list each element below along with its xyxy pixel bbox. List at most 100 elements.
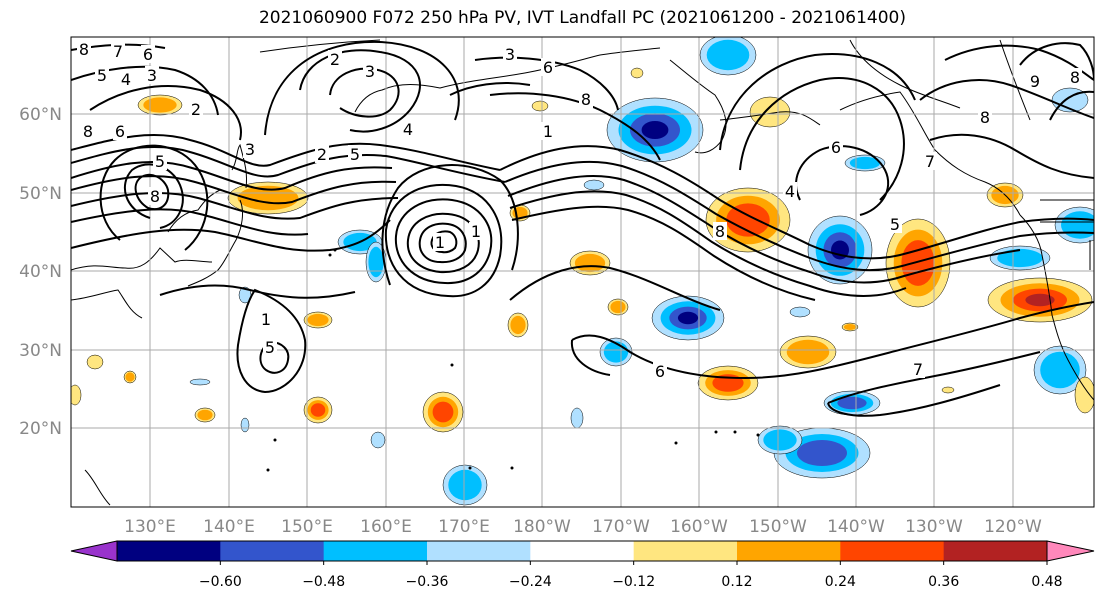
y-tick-label: 60°N xyxy=(19,105,62,125)
anomaly-blob xyxy=(86,354,104,370)
contour-label-bg xyxy=(243,140,257,158)
contour-label-bg xyxy=(263,338,277,356)
x-tick-label: 130°W xyxy=(905,517,963,537)
contour-label-bg xyxy=(95,66,109,84)
colorbar-extend-max xyxy=(1046,540,1095,562)
colorbar-tick-label: −0.60 xyxy=(199,574,242,590)
pv-contour xyxy=(509,190,907,298)
colorbar-tick-label: −0.24 xyxy=(509,574,552,590)
contour-label-bg xyxy=(148,187,162,205)
anomaly-blob xyxy=(706,39,750,71)
pv-contour xyxy=(134,173,170,210)
contour-label-bg xyxy=(153,152,167,170)
pv-contour xyxy=(406,212,480,274)
contour-label-bg xyxy=(145,66,159,84)
x-tick-label: 150°W xyxy=(749,517,807,537)
anomaly-blob xyxy=(432,401,454,423)
island xyxy=(328,253,332,257)
y-tick-label: 50°N xyxy=(19,184,62,204)
colorbar-tick-label: 0.48 xyxy=(1031,574,1062,590)
pv-contour xyxy=(381,164,519,286)
anomaly-blob xyxy=(630,67,644,79)
colorbar-bin xyxy=(323,541,428,561)
colorbar-bin xyxy=(427,541,531,561)
anomaly-blob xyxy=(583,179,605,191)
island xyxy=(756,433,760,437)
pv-contour xyxy=(430,230,458,254)
pv-contour xyxy=(929,133,1094,179)
pv-contour xyxy=(827,351,1041,404)
pv-contour xyxy=(264,40,460,136)
contour-label-bg xyxy=(503,45,517,63)
anomaly-blob xyxy=(310,403,326,417)
contour-label-bg xyxy=(141,45,155,63)
anomaly-blob xyxy=(510,315,526,335)
x-tick-label: 140°W xyxy=(827,517,885,537)
colorbar-tick-label: 0.24 xyxy=(825,574,856,590)
contour-label: 1 xyxy=(435,233,445,252)
island xyxy=(674,441,678,445)
anomaly-blob xyxy=(1025,293,1055,307)
pv-contour xyxy=(384,183,503,298)
anomaly-blob xyxy=(531,100,549,112)
pv-contour xyxy=(499,145,1094,260)
contour-label-bg xyxy=(77,40,91,58)
anomaly-blob xyxy=(837,396,867,410)
x-tick-label: 180°W xyxy=(513,517,571,537)
contour-label-bg xyxy=(259,310,273,328)
pv-contour xyxy=(511,205,816,301)
contour-label: 4 xyxy=(785,182,795,201)
anomaly-blob xyxy=(849,156,881,170)
colorbar: −0.60 −0.48 −0.36 −0.24 −0.12 0.12 0.24 0.36 0.4… xyxy=(70,540,1095,590)
contour-label: 2 xyxy=(330,50,340,69)
x-tick-label: 170°W xyxy=(592,517,650,537)
pv-contour xyxy=(299,49,421,133)
contour-label: 6 xyxy=(831,138,841,157)
contour-label: 8 xyxy=(1070,68,1080,87)
x-tick-labels: 130°E 140°E 150°E 160°E 170°E 180°W 170°W 160°W… xyxy=(124,517,1042,537)
x-tick-label: 140°E xyxy=(203,517,255,537)
map-frame xyxy=(70,36,1095,508)
coastline xyxy=(354,47,661,113)
contour-label: 3 xyxy=(365,62,375,81)
coastline xyxy=(187,199,244,287)
coastline xyxy=(71,247,213,271)
colorbar-bin xyxy=(220,541,325,561)
x-tick-label: 150°E xyxy=(281,517,333,537)
colorbar-frame xyxy=(116,540,1048,562)
pv-contour xyxy=(795,145,890,216)
anomaly-blob xyxy=(370,431,386,449)
contour-label-bg xyxy=(713,222,727,240)
contour-label-bg xyxy=(541,122,555,140)
pv-contour xyxy=(99,144,209,251)
contour-label: 3 xyxy=(147,66,157,85)
contour-label-bg xyxy=(978,108,992,126)
pv-contour xyxy=(71,146,506,183)
contour-label-bg xyxy=(81,122,95,140)
pv-contour xyxy=(159,284,356,299)
contour-label: 7 xyxy=(913,360,923,379)
pv-contour xyxy=(919,79,1094,119)
y-tick-label: 30°N xyxy=(19,341,62,361)
pv-contour xyxy=(259,340,290,374)
contour-label-bg xyxy=(783,182,797,200)
contour-label-bg xyxy=(113,122,127,140)
contour-label-bg xyxy=(433,233,447,251)
anomaly-blob xyxy=(1074,376,1094,414)
contour-label-bg xyxy=(1028,72,1042,90)
x-tick-label: 130°E xyxy=(124,517,176,537)
x-tick-label: 120°W xyxy=(984,517,1042,537)
pv-contour xyxy=(489,92,661,161)
pv-contour-layer xyxy=(71,40,1094,417)
colorbar-bin xyxy=(737,541,841,561)
contour-label: 3 xyxy=(505,45,515,64)
colorbar-bin xyxy=(840,541,945,561)
colorbar-tick-label: −0.12 xyxy=(612,574,655,590)
coastline xyxy=(1040,199,1094,270)
colorbar-tick-label: −0.36 xyxy=(406,574,449,590)
contour-label: 2 xyxy=(317,145,327,164)
colorbar-tick-label: 0.36 xyxy=(928,574,959,590)
contour-label: 4 xyxy=(403,120,413,139)
anomaly-blob xyxy=(125,372,135,382)
anomaly-blob xyxy=(786,339,830,365)
